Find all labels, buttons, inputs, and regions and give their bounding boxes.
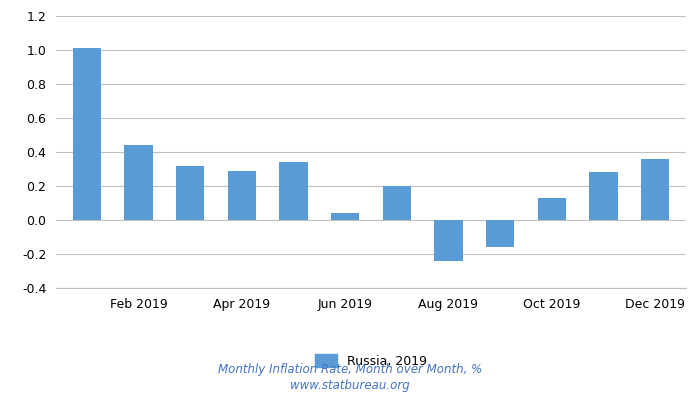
- Bar: [486, 220, 514, 247]
- Bar: [383, 186, 411, 220]
- Text: Monthly Inflation Rate, Month over Month, %: Monthly Inflation Rate, Month over Month…: [218, 364, 482, 376]
- Legend: Russia, 2019: Russia, 2019: [315, 354, 427, 368]
- Bar: [538, 198, 566, 220]
- Bar: [228, 171, 256, 220]
- Bar: [73, 48, 102, 220]
- Bar: [176, 166, 204, 220]
- Text: www.statbureau.org: www.statbureau.org: [290, 380, 410, 392]
- Bar: [125, 145, 153, 220]
- Bar: [589, 172, 617, 220]
- Bar: [331, 213, 359, 220]
- Bar: [434, 220, 463, 261]
- Bar: [279, 162, 308, 220]
- Bar: [640, 159, 669, 220]
